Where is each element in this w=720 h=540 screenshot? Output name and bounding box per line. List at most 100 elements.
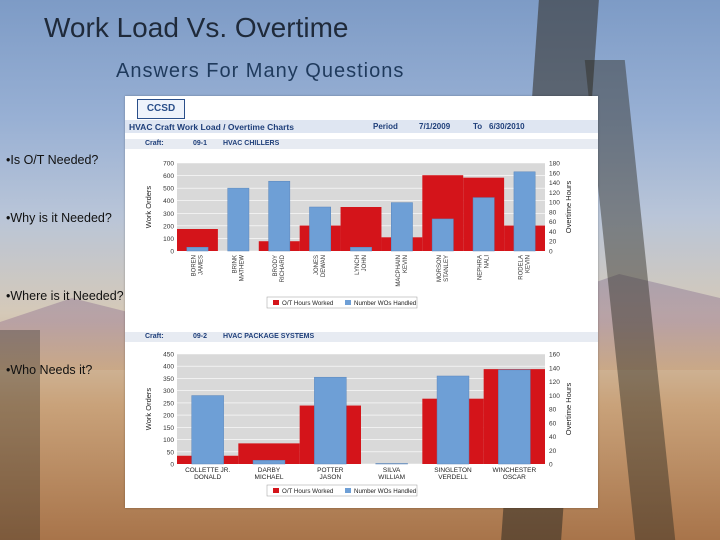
y-axis-label: Work Orders: [144, 388, 153, 431]
y-tick-label: 350: [163, 376, 174, 383]
legend-swatch: [273, 300, 279, 305]
y-tick-label: 200: [163, 413, 174, 420]
craft-label: Craft:: [145, 333, 164, 340]
report-panel: CCSD HVAC Craft Work Load / Overtime Cha…: [125, 96, 598, 508]
y-tick-label: 100: [163, 437, 174, 444]
report-heading: HVAC Craft Work Load / Overtime Charts: [129, 122, 294, 132]
y2-tick-label: 40: [549, 434, 557, 441]
work-orders-bar: [472, 197, 495, 252]
category-label: LYNCH: [355, 255, 361, 275]
legend-box: [266, 296, 418, 309]
category-label: WILLIAM: [378, 474, 405, 481]
y2-tick-label: 0: [549, 462, 553, 469]
y2-tick-label: 100: [549, 200, 560, 207]
legend-label: O/T Hours Worked: [282, 300, 334, 307]
slide-subtitle: Answers For Many Questions: [116, 60, 405, 82]
desert-shrub: [0, 330, 40, 540]
y2-axis-label: Overtime Hours: [564, 180, 573, 233]
category-label: KEVIN: [526, 255, 532, 273]
craft-code: 09-2: [193, 333, 208, 340]
category-label: KEVIN: [403, 255, 409, 273]
category-label: JAMES: [198, 255, 204, 275]
category-label: MACPHAIN: [396, 255, 402, 287]
y-tick-label: 100: [163, 236, 174, 243]
category-label: COLLETTE JR.: [185, 467, 230, 474]
work-orders-bar: [309, 206, 331, 252]
y-tick-label: 250: [163, 400, 174, 407]
work-orders-bar: [314, 376, 347, 465]
category-label: SINGLETON: [434, 467, 472, 474]
y2-tick-label: 20: [549, 239, 557, 246]
y2-tick-label: 120: [549, 379, 560, 386]
report-header: HVAC Craft Work Load / Overtime Charts P…: [125, 120, 598, 133]
y-tick-label: 150: [163, 425, 174, 432]
period-start: 7/1/2009: [419, 122, 451, 131]
category-label: SILVA: [383, 467, 401, 474]
y-tick-label: 300: [163, 211, 174, 218]
y2-tick-label: 80: [549, 407, 557, 414]
category-label: VERDELL: [438, 474, 468, 481]
work-orders-bar: [252, 460, 286, 465]
legend-label: Number WOs Handled: [354, 300, 417, 307]
work-orders-bar: [350, 246, 372, 252]
legend-label: O/T Hours Worked: [282, 488, 334, 495]
category-label: RICHARD: [280, 254, 286, 282]
craft-row-package: Craft: 09-2 HVAC PACKAGE SYSTEMS: [125, 332, 598, 342]
ot-hours-bar: [177, 229, 218, 251]
y2-tick-label: 0: [549, 249, 553, 256]
category-label: DONALD: [194, 474, 221, 481]
category-label: BOREN: [191, 255, 197, 276]
package-systems-chart: 0 50 100 150 200 250 300 350 400 450 0 20 40 60 80 100 1…: [144, 352, 573, 497]
work-orders-bar: [436, 375, 470, 465]
category-label: DEWAN: [321, 255, 327, 277]
ot-hours-bar: [340, 207, 382, 251]
y2-tick-label: 20: [549, 448, 557, 455]
legend-label: Number WOs Handled: [354, 488, 417, 495]
legend-swatch: [273, 488, 279, 493]
y2-tick-label: 60: [549, 420, 557, 427]
y2-tick-label: 140: [549, 365, 560, 372]
y-tick-label: 400: [163, 364, 174, 371]
y-tick-label: 50: [167, 449, 175, 456]
work-orders-bar: [268, 180, 291, 252]
category-label: MICHAEL: [255, 474, 284, 481]
bullet-is-ot-needed: •Is O/T Needed?: [6, 153, 99, 167]
legend-swatch: [345, 300, 351, 305]
work-orders-bar: [498, 369, 531, 465]
y2-tick-label: 60: [549, 219, 557, 226]
y-tick-label: 700: [163, 161, 174, 168]
y-tick-label: 450: [163, 352, 174, 359]
y2-tick-label: 140: [549, 180, 560, 187]
category-label: OSCAR: [503, 474, 526, 481]
craft-name: HVAC CHILLERS: [223, 140, 280, 147]
period-end: 6/30/2010: [489, 122, 525, 131]
y-tick-label: 600: [163, 173, 174, 180]
category-label: NEPHRA: [478, 255, 484, 280]
category-label: BRODY: [273, 255, 279, 276]
slide-title: Work Load Vs. Overtime: [44, 12, 349, 43]
y2-tick-label: 40: [549, 229, 557, 236]
y-tick-label: 500: [163, 186, 174, 193]
y-axis-label: Work Orders: [144, 186, 153, 229]
y2-tick-label: 120: [549, 190, 560, 197]
category-label: MORSON: [437, 255, 443, 282]
period-label: Period: [373, 122, 398, 131]
y2-tick-label: 100: [549, 393, 560, 400]
work-orders-bar: [513, 171, 536, 252]
bullet-where-needed: •Where is it Needed?: [6, 289, 124, 303]
category-label: JONES: [314, 255, 320, 275]
y2-tick-label: 180: [549, 161, 560, 168]
y2-axis-label: Overtime Hours: [564, 382, 573, 435]
work-orders-bar: [191, 395, 224, 465]
y2-tick-label: 160: [549, 170, 560, 177]
period-to: To: [473, 122, 483, 131]
category-label: BRINK: [232, 255, 238, 273]
craft-row-chillers: Craft: 09-1 HVAC CHILLERS: [125, 139, 598, 149]
y2-tick-label: 80: [549, 209, 557, 216]
work-orders-bar: [186, 246, 209, 252]
bullet-why-needed: •Why is it Needed?: [6, 211, 112, 225]
category-label: JASON: [319, 474, 341, 481]
category-label: NALI: [485, 255, 491, 269]
category-label: WINCHESTER: [492, 467, 536, 474]
y-tick-label: 300: [163, 388, 174, 395]
